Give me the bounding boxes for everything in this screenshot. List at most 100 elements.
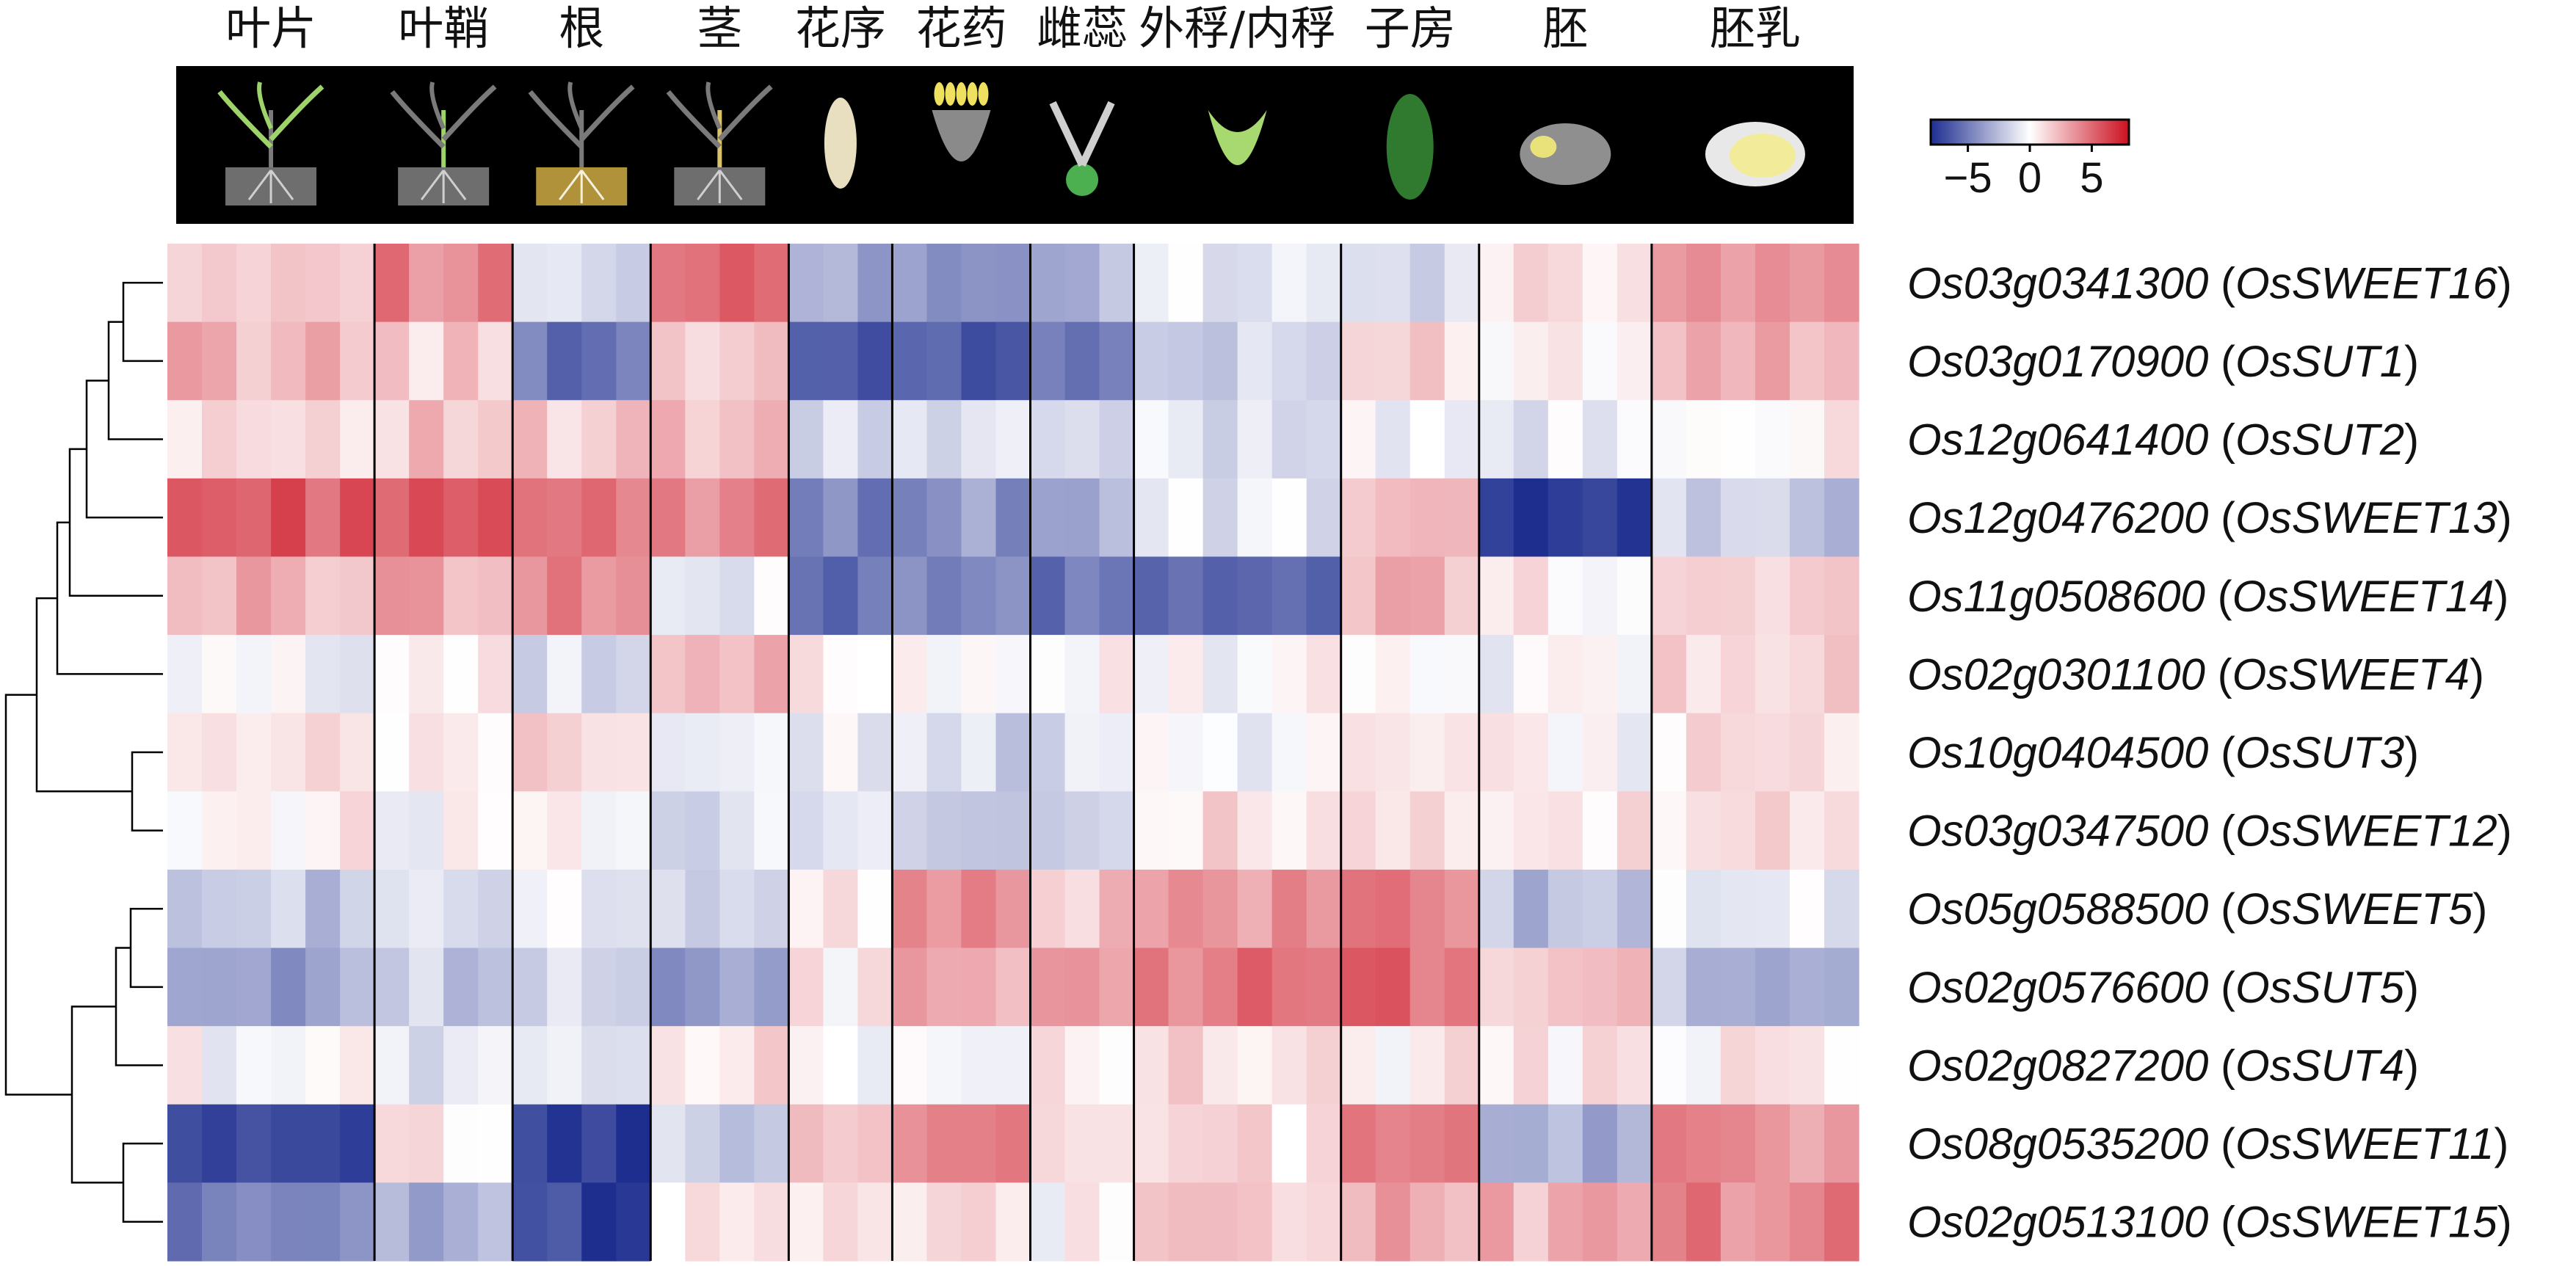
heatmap-cell bbox=[1306, 635, 1342, 714]
heatmap-cell bbox=[1306, 1182, 1342, 1262]
heatmap-cell bbox=[409, 1026, 444, 1105]
heatmap-cell bbox=[1409, 635, 1445, 714]
heatmap-cell bbox=[1271, 1182, 1307, 1262]
heatmap-cell bbox=[1444, 947, 1480, 1027]
heatmap-cell bbox=[1030, 1182, 1066, 1262]
heatmap-cell bbox=[547, 556, 582, 636]
heatmap-cell bbox=[167, 321, 203, 401]
heatmap-cell bbox=[1133, 1104, 1169, 1183]
heatmap-cell bbox=[236, 321, 272, 401]
heatmap-cell bbox=[1513, 1104, 1549, 1183]
heatmap-cell bbox=[1340, 1182, 1376, 1262]
heatmap-cell bbox=[374, 635, 410, 714]
heatmap-cell bbox=[1686, 1026, 1721, 1105]
heatmap-cell bbox=[1824, 244, 1860, 323]
heatmap-cell bbox=[1479, 1026, 1514, 1105]
heatmap-cell bbox=[1479, 1182, 1514, 1262]
colorbar-tick-label: −5 bbox=[1944, 154, 1992, 202]
heatmap-cell bbox=[788, 635, 824, 714]
heatmap-cell bbox=[1824, 1104, 1860, 1183]
plant-leaf-shape bbox=[390, 90, 446, 149]
heatmap-cell bbox=[1444, 635, 1480, 714]
heatmap-cell bbox=[1755, 947, 1790, 1027]
plant-leaf-shape bbox=[429, 81, 446, 130]
heatmap-cell bbox=[1237, 713, 1273, 792]
heatmap-cell bbox=[995, 244, 1031, 323]
heatmap-cell bbox=[719, 869, 755, 949]
heatmap-cell bbox=[1789, 635, 1825, 714]
heatmap-cell bbox=[1030, 635, 1066, 714]
heatmap-cell bbox=[547, 713, 582, 792]
heatmap-cell bbox=[1099, 478, 1135, 558]
heatmap-cell bbox=[1617, 1182, 1652, 1262]
heatmap-cell bbox=[271, 1104, 306, 1183]
heatmap-cell bbox=[167, 244, 203, 323]
heatmap-cell bbox=[1824, 713, 1860, 792]
heatmap-cell bbox=[1099, 1104, 1135, 1183]
heatmap-cell bbox=[650, 869, 686, 949]
heatmap-cell bbox=[1030, 478, 1066, 558]
heatmap-cell bbox=[1306, 1104, 1342, 1183]
dendrogram-branch bbox=[85, 379, 163, 519]
heatmap-cell bbox=[961, 713, 997, 792]
heatmap-cell bbox=[892, 478, 928, 558]
heatmap-cell bbox=[650, 947, 686, 1027]
heatmap-cell bbox=[443, 321, 479, 401]
heatmap-cell bbox=[409, 713, 444, 792]
heatmap-cell bbox=[616, 869, 651, 949]
heatmap-cell bbox=[547, 791, 582, 870]
heatmap-cell bbox=[1375, 244, 1411, 323]
heatmap-cell bbox=[1099, 635, 1135, 714]
heatmap-cell bbox=[1375, 321, 1411, 401]
heatmap-cell bbox=[1099, 791, 1135, 870]
heatmap-cell bbox=[685, 713, 720, 792]
heatmap-cell bbox=[1789, 947, 1825, 1027]
heatmap-cell bbox=[719, 1104, 755, 1183]
heatmap-cell bbox=[1133, 478, 1169, 558]
heatmap-cell bbox=[857, 400, 893, 479]
heatmap-cell bbox=[616, 947, 651, 1027]
heatmap-cell bbox=[340, 947, 375, 1027]
heatmap-cell bbox=[1409, 321, 1445, 401]
heatmap-cell bbox=[1479, 947, 1514, 1027]
heatmap-cell bbox=[512, 791, 548, 870]
heatmap-cell bbox=[305, 635, 341, 714]
heatmap-cell bbox=[1064, 244, 1100, 323]
heatmap-cell bbox=[1513, 947, 1549, 1027]
heatmap-cell bbox=[754, 791, 789, 870]
gene-label: Os08g0535200 (OsSWEET11) bbox=[1907, 1119, 2508, 1168]
heatmap-cell bbox=[616, 321, 651, 401]
heatmap-cell bbox=[1133, 869, 1169, 949]
heatmap-cell bbox=[271, 947, 306, 1027]
heatmap-cell bbox=[478, 713, 513, 792]
heatmap-cell bbox=[1479, 1104, 1514, 1183]
heatmap-cell bbox=[1686, 947, 1721, 1027]
heatmap-cell bbox=[1479, 400, 1514, 479]
heatmap-cell bbox=[1375, 478, 1411, 558]
heatmap-cell bbox=[1582, 478, 1618, 558]
plant-root-shape bbox=[420, 170, 467, 203]
tissue-label: 叶片 bbox=[225, 1, 316, 55]
heatmap-cell bbox=[1479, 635, 1514, 714]
heatmap-cell bbox=[1617, 556, 1652, 636]
heatmap-cell bbox=[1064, 1182, 1100, 1262]
heatmap-cell bbox=[685, 635, 720, 714]
heatmap-cell bbox=[754, 635, 789, 714]
heatmap-cell bbox=[1617, 947, 1652, 1027]
plant-root-shape bbox=[247, 170, 294, 203]
heatmap-cell bbox=[1789, 321, 1825, 401]
heatmap-cell bbox=[374, 1026, 410, 1105]
heatmap-cell bbox=[1617, 321, 1652, 401]
heatmap-cell bbox=[1651, 869, 1687, 949]
heatmap-cell bbox=[443, 478, 479, 558]
heatmap-cell bbox=[1064, 1104, 1100, 1183]
heatmap-cell bbox=[685, 947, 720, 1027]
heatmap-cell bbox=[1306, 478, 1342, 558]
heatmap-cell bbox=[1306, 947, 1342, 1027]
plant-leaf-shape bbox=[269, 84, 324, 142]
heatmap-cell bbox=[1686, 713, 1721, 792]
heatmap-cell bbox=[1617, 791, 1652, 870]
heatmap-cell bbox=[547, 478, 582, 558]
tissue-illustration bbox=[666, 81, 773, 205]
